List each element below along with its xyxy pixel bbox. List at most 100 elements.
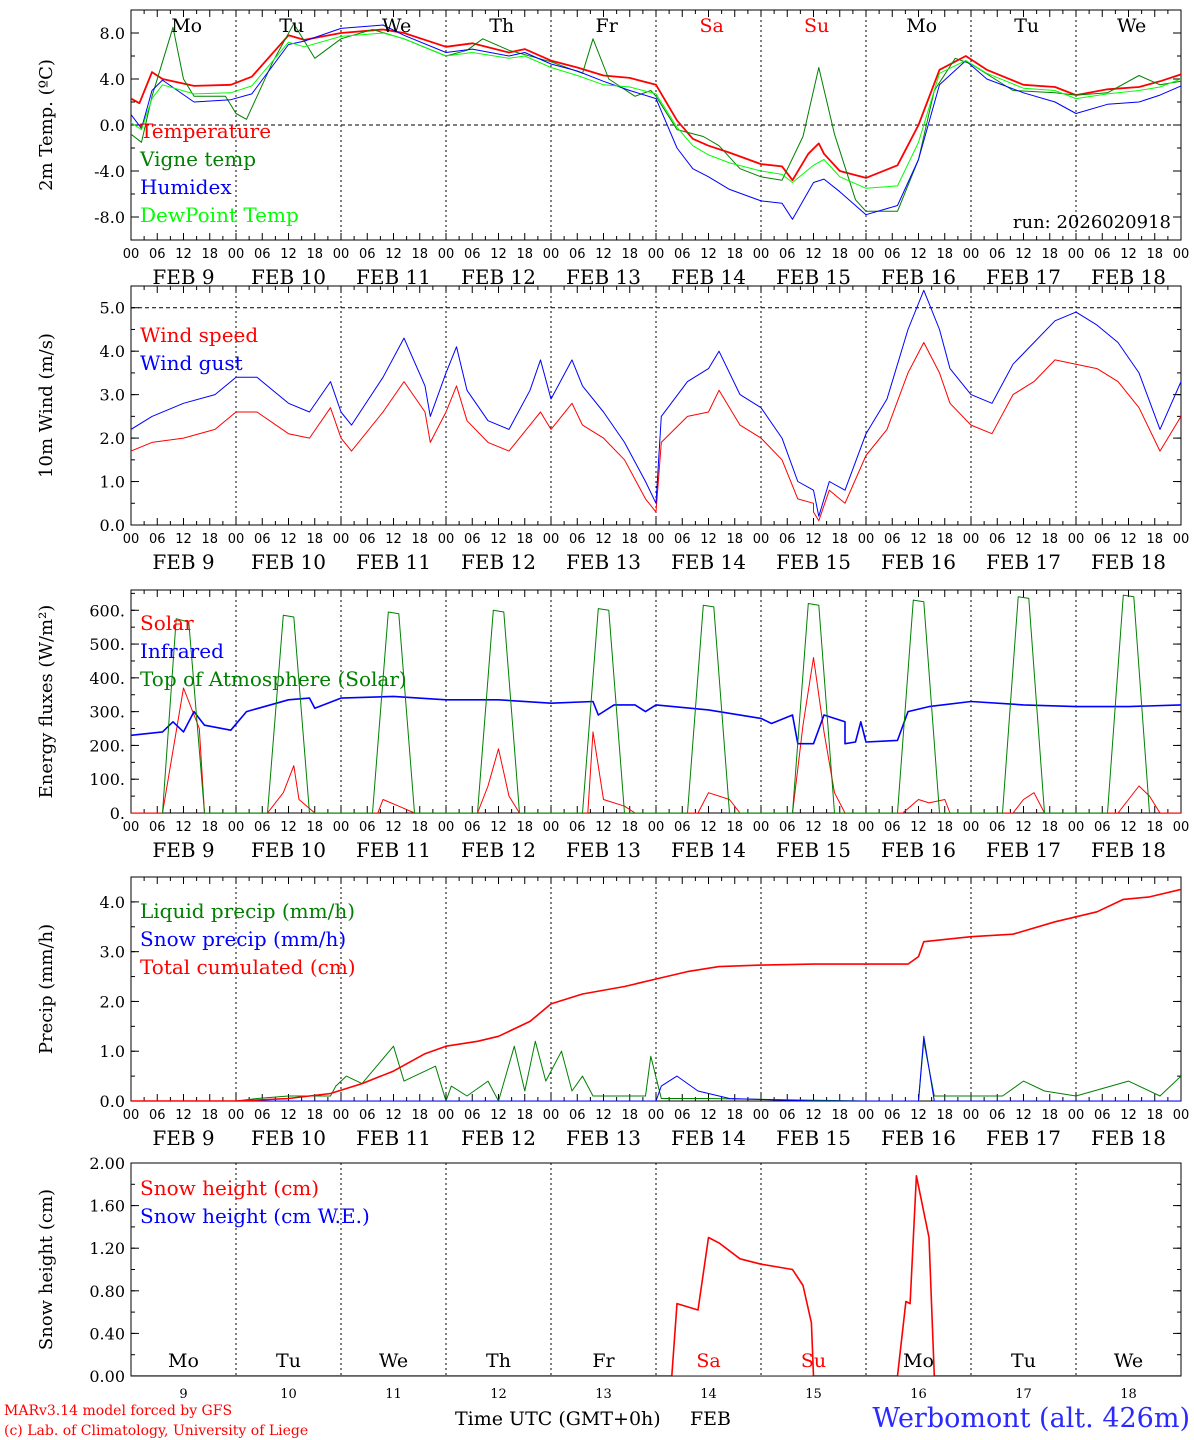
hour-tick-label: 12 [805, 820, 822, 835]
hour-tick-label: 12 [490, 247, 507, 262]
day-name: Mo [168, 1350, 199, 1372]
hour-tick-label: 18 [621, 247, 638, 262]
hour-tick-label: 18 [936, 247, 953, 262]
y-tick-label: 4.0 [100, 342, 125, 361]
hour-tick-label: 12 [1120, 820, 1137, 835]
date-label: FEB 11 [356, 1126, 431, 1150]
day-number: 9 [179, 1387, 187, 1402]
panel-wind: 0.0 1.0 2.0 3.0 4.0 5.0 10m Wind (m/s) Wind spe… [36, 285, 1189, 574]
date-label: FEB 10 [251, 265, 326, 289]
hour-tick-label: 00 [228, 820, 245, 835]
y-axis-label: 10m Wind (m/s) [36, 333, 57, 478]
hour-tick-label: 12 [700, 820, 717, 835]
y-tick-label: 100. [89, 770, 125, 789]
day-number: 16 [910, 1387, 927, 1402]
hour-tick-label: 06 [779, 1108, 796, 1123]
hour-tick-label: 18 [411, 532, 428, 547]
hour-tick-label: 06 [989, 1108, 1006, 1123]
hour-tick-label: 18 [1146, 1108, 1163, 1123]
hour-tick-label: 06 [569, 247, 586, 262]
date-label: FEB 16 [881, 838, 956, 862]
day-name: Th [489, 15, 514, 37]
y-tick-label: 0.0 [100, 116, 125, 135]
hour-tick-label: 06 [1094, 1108, 1111, 1123]
series-line-liquid-precip-mm-h- [131, 1040, 1181, 1101]
y-tick-label: 2.0 [100, 992, 125, 1011]
legend-entry: Snow height (cm W.E.) [140, 1204, 370, 1228]
hour-tick-label: 18 [936, 1108, 953, 1123]
hour-tick-label: 00 [753, 247, 770, 262]
date-label: FEB 14 [671, 838, 746, 862]
legend-entry: Wind gust [140, 351, 243, 375]
hour-tick-label: 06 [674, 1108, 691, 1123]
hour-tick-label: 18 [411, 247, 428, 262]
day-name: Mo [906, 15, 937, 37]
y-tick-label: 3.0 [100, 386, 125, 405]
run-label: run: 2026020918 [1013, 212, 1171, 233]
y-tick-label: 500. [89, 635, 125, 654]
hour-tick-label: 00 [333, 820, 350, 835]
hour-tick-label: 00 [228, 247, 245, 262]
hour-tick-label: 12 [595, 1108, 612, 1123]
hour-tick-label: 18 [306, 820, 323, 835]
hour-tick-label: 00 [753, 820, 770, 835]
hour-tick-label: 12 [595, 247, 612, 262]
panel-temp: -8.0 -4.0 0.0 4.0 8.0 2m Temp. (ºC) Temperatur… [36, 9, 1189, 289]
day-number: 14 [700, 1387, 717, 1402]
hour-tick-label: 12 [910, 532, 927, 547]
hour-tick-label: 18 [831, 247, 848, 262]
hour-tick-label: 00 [123, 820, 140, 835]
date-label: FEB 11 [356, 550, 431, 574]
y-tick-label: 0.80 [89, 1282, 125, 1301]
date-label: FEB 18 [1091, 265, 1166, 289]
date-label: FEB 14 [671, 265, 746, 289]
y-tick-label: 300. [89, 703, 125, 722]
hour-tick-label: 06 [674, 532, 691, 547]
hour-tick-label: 18 [1041, 1108, 1058, 1123]
hour-tick-label: 12 [385, 1108, 402, 1123]
day-number: 13 [595, 1387, 612, 1402]
day-name: Tu [276, 1350, 301, 1372]
series-line-solar [131, 657, 1181, 813]
date-label: FEB 14 [671, 1126, 746, 1150]
hour-tick-label: 12 [1120, 247, 1137, 262]
hour-tick-label: 06 [359, 532, 376, 547]
series-group [131, 1175, 1181, 1376]
legend-entry: Infrared [140, 639, 224, 663]
hour-tick-label: 06 [464, 532, 481, 547]
hour-tick-label: 12 [700, 532, 717, 547]
hour-tick-label: 18 [306, 1108, 323, 1123]
legend-entry: Solar [140, 611, 194, 635]
hour-tick-label: 18 [516, 247, 533, 262]
date-label: FEB 12 [461, 1126, 536, 1150]
y-tick-label: 5.0 [100, 299, 125, 318]
y-tick-label: 0.40 [89, 1324, 125, 1343]
hour-tick-label: 00 [543, 247, 560, 262]
panels-layer: -8.0 -4.0 0.0 4.0 8.0 2m Temp. (ºC) Temperatur… [36, 9, 1190, 1402]
series-line-temperature [131, 28, 1181, 182]
legend-entry: Total cumulated (cm) [140, 955, 356, 979]
date-label: FEB 9 [152, 550, 214, 574]
series-line-snow-height-cm- [131, 1175, 1181, 1376]
hour-tick-label: 00 [1068, 532, 1085, 547]
hour-tick-label: 06 [464, 247, 481, 262]
hour-tick-label: 00 [648, 247, 665, 262]
hour-tick-label: 00 [648, 820, 665, 835]
hour-tick-label: 00 [858, 1108, 875, 1123]
date-label: FEB 17 [986, 550, 1061, 574]
hour-tick-label: 06 [779, 820, 796, 835]
date-label: FEB 15 [776, 550, 851, 574]
hour-tick-label: 00 [438, 532, 455, 547]
day-name: Fr [596, 15, 619, 37]
panel-energy: 0. 100. 200. 300. 400. 500. 600. Energy fluxes … [36, 589, 1189, 862]
hour-tick-label: 18 [516, 820, 533, 835]
legend-entry: DewPoint Temp [140, 203, 299, 227]
series-line-snow-precip-mm-h- [131, 1035, 1181, 1101]
hour-tick-label: 12 [175, 532, 192, 547]
series-line-wind-speed [131, 342, 1181, 522]
hour-tick-label: 00 [1173, 1108, 1190, 1123]
day-number: 11 [385, 1387, 402, 1402]
series-line-dewpoint-temp [131, 32, 1181, 189]
date-label: FEB 18 [1091, 550, 1166, 574]
